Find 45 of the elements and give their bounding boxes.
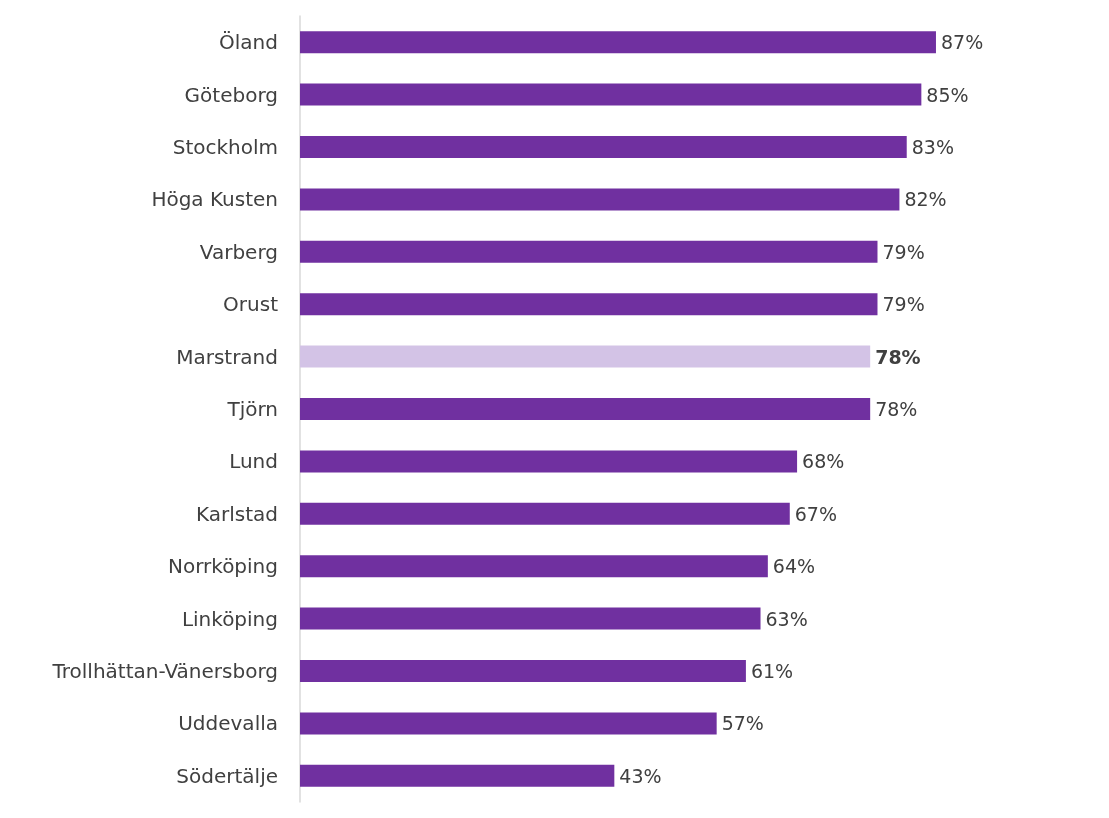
- data-label: 61%: [750, 660, 794, 682]
- data-label: 63%: [765, 607, 808, 630]
- data-label: 64%: [772, 555, 816, 578]
- data-label: 82%: [904, 188, 947, 211]
- data-label: 57%: [721, 712, 764, 735]
- y-tick-label: Orust: [223, 292, 279, 317]
- y-tick-label: Göteborg: [184, 82, 278, 107]
- y-tick-label: Uddevalla: [178, 711, 278, 736]
- y-tick-label: Linköping: [181, 606, 278, 631]
- y-tick-label: Norrköping: [167, 554, 278, 579]
- y-tick-label: Marstrand: [176, 344, 278, 369]
- data-label: 87%: [940, 31, 984, 54]
- y-tick-label: Trollhättan-Vänersborg: [51, 659, 278, 683]
- data-label: 78%: [875, 398, 918, 420]
- y-tick-label: Tjörn: [226, 397, 278, 421]
- bar: [300, 293, 878, 316]
- bar: [300, 764, 615, 787]
- bar: [300, 502, 790, 525]
- y-tick-label: Varberg: [199, 239, 278, 264]
- bar: [300, 712, 717, 735]
- bar: [300, 398, 871, 420]
- y-tick-label: Öland: [219, 30, 278, 55]
- data-label: 43%: [619, 764, 662, 787]
- bar: [300, 31, 936, 54]
- bar: [300, 188, 900, 211]
- bar: [300, 83, 922, 106]
- y-tick-label: Karlstad: [195, 501, 278, 526]
- y-tick-label: Stockholm: [172, 135, 278, 159]
- data-label: 68%: [802, 450, 845, 473]
- bar: [300, 555, 768, 578]
- y-tick-label: Södertälje: [176, 763, 278, 788]
- data-label: 78%: [875, 345, 921, 368]
- data-label: 79%: [882, 293, 925, 316]
- data-label: 83%: [911, 136, 954, 158]
- bar: [300, 345, 871, 368]
- data-label: 85%: [926, 83, 969, 106]
- bar: [300, 450, 798, 473]
- bar: [300, 607, 761, 630]
- bar: [300, 660, 746, 682]
- data-label: 79%: [882, 240, 925, 263]
- data-label: 67%: [794, 502, 837, 525]
- y-tick-label: Lund: [229, 449, 278, 474]
- bar: [300, 136, 907, 158]
- bar: [300, 240, 878, 263]
- y-tick-label: Höga Kusten: [151, 187, 278, 212]
